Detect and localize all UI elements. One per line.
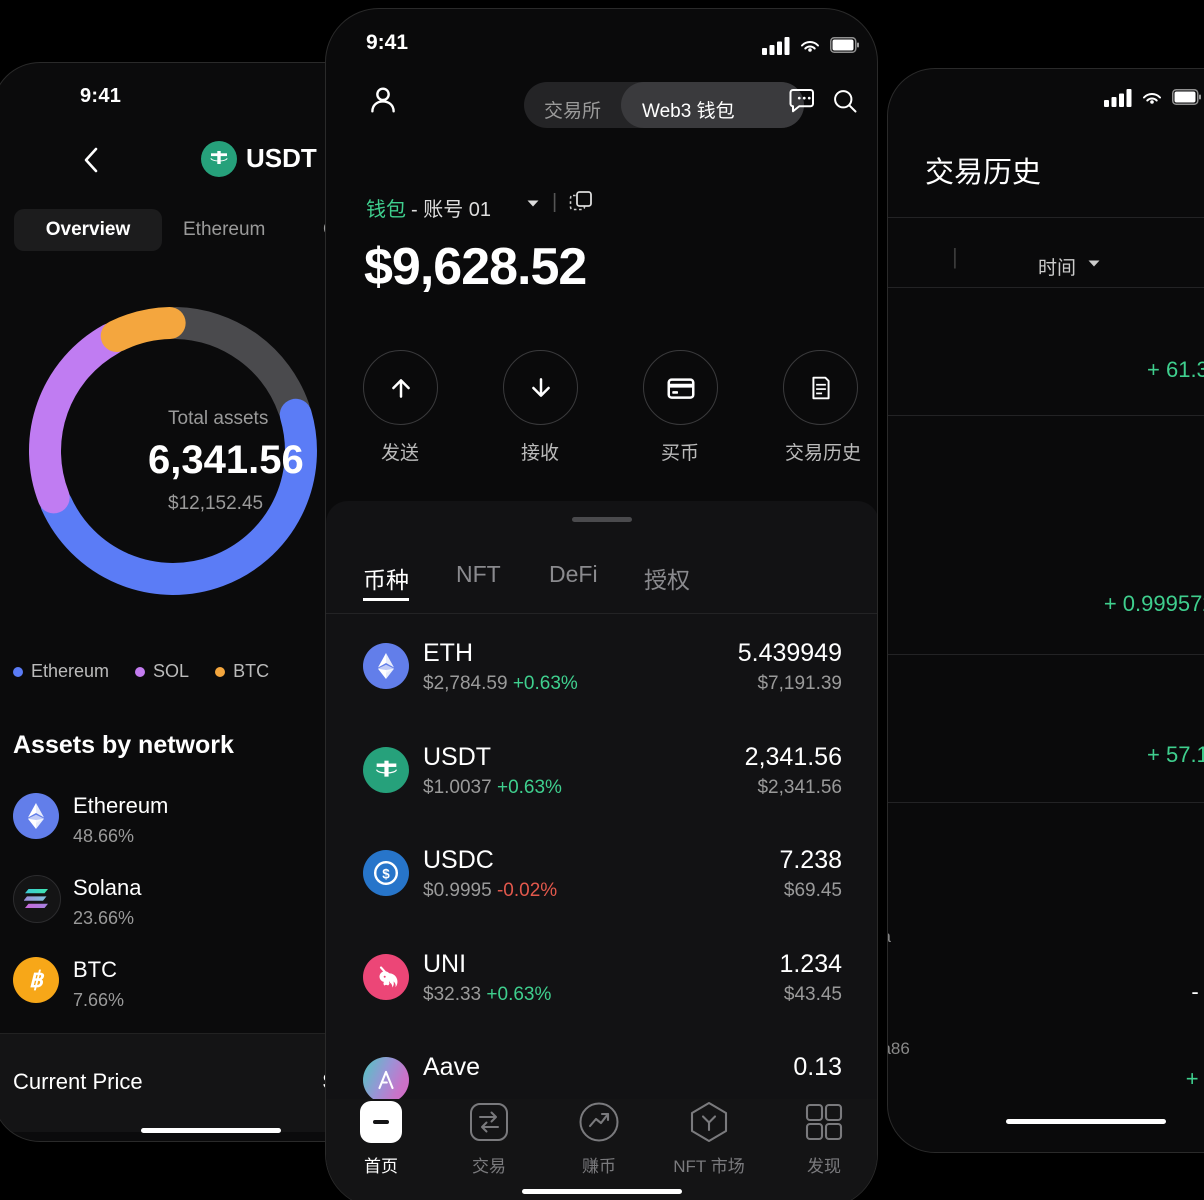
svg-text:$: $ (382, 866, 390, 881)
